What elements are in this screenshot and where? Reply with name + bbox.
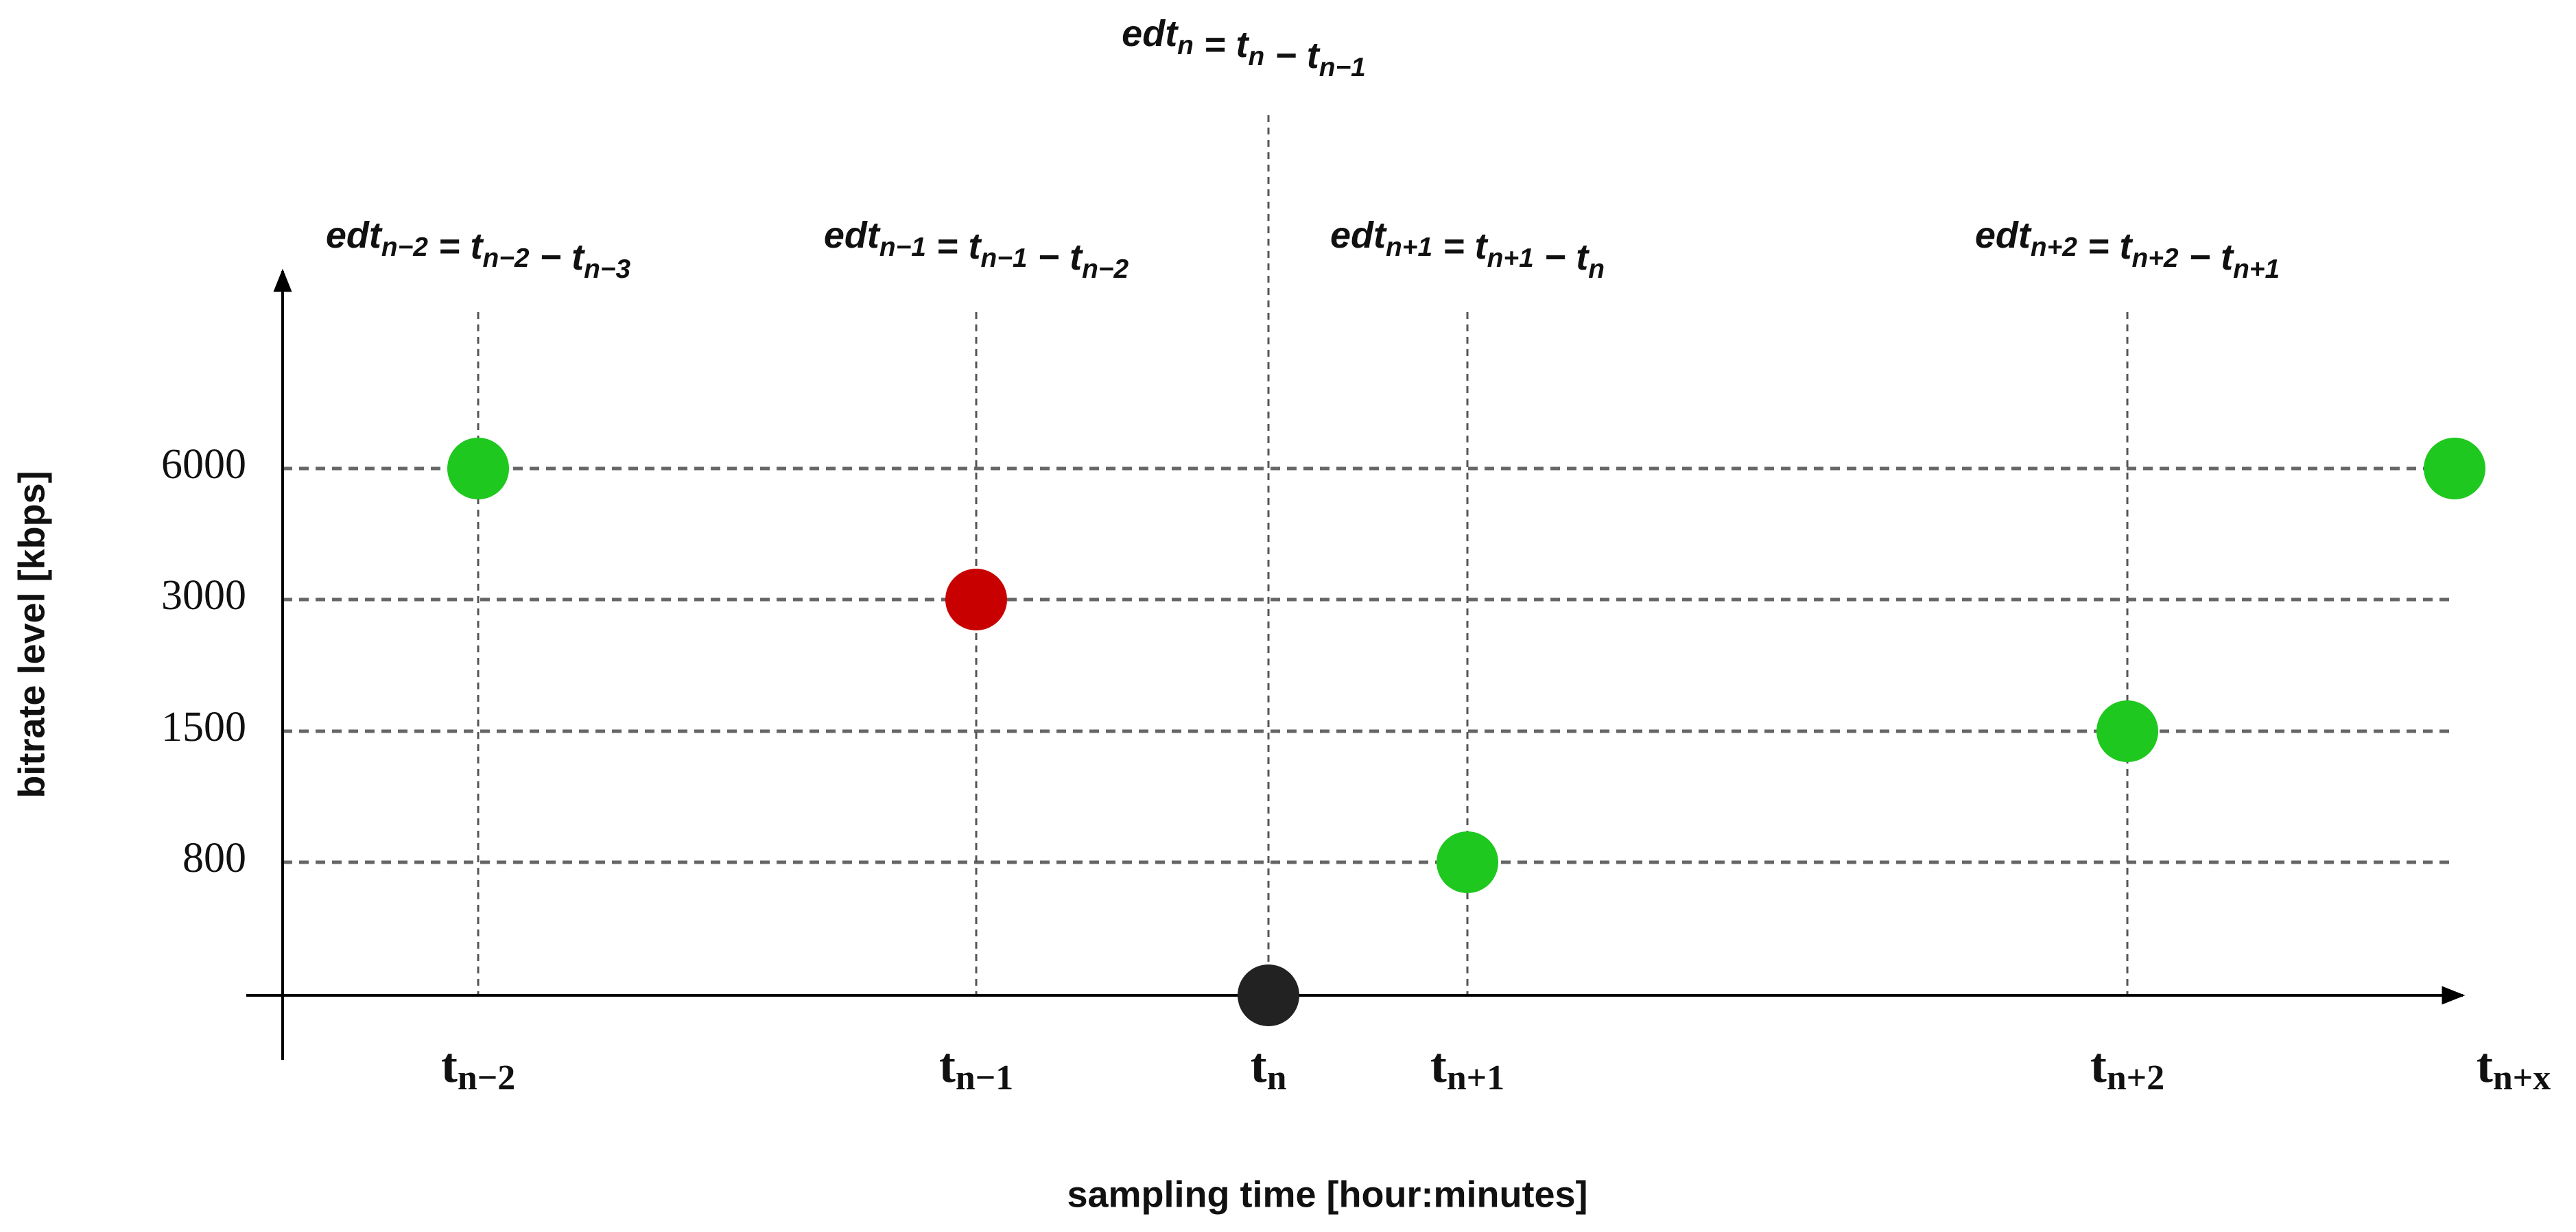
subscript: n−3 [584,254,630,284]
edt-formula: edtn+1 = tn+1 − tn [1330,215,1605,284]
time-label: tn+2 [2090,1038,2164,1098]
text-part: edt [326,215,383,256]
text-part: − t [2179,237,2235,278]
bitrate-point [2424,438,2485,499]
subscript: n+2 [2107,1058,2164,1098]
bitrate-point [1437,831,1498,893]
bitrate-point [2096,700,2158,762]
y-axis-label: bitrate level [kbps] [11,471,52,798]
text-part: − t [1028,237,1084,278]
text-part: = t [1194,24,1250,65]
subscript: n [1267,1058,1287,1098]
time-label: tn+x [2477,1038,2551,1098]
subscript: n+2 [2031,233,2077,262]
subscript: n+1 [1447,1058,1504,1098]
subscript: n−1 [956,1058,1013,1098]
text-part: = t [2077,226,2134,267]
text-part: edt [1330,215,1387,256]
y-tick-label: 3000 [161,572,246,619]
text-part: − t [1264,35,1321,76]
bitrate-point [1238,964,1299,1026]
text-part: − t [530,237,586,278]
text-part: t [441,1038,458,1093]
subscript: n−2 [1082,254,1129,284]
time-label: tn+1 [1430,1038,1504,1098]
bitrate-point [447,438,509,499]
y-tick-label: 6000 [161,441,246,488]
subscript: n−2 [458,1058,515,1098]
time-label: tn [1251,1038,1287,1098]
y-tick-label: 1500 [161,704,246,750]
text-part: edt [824,215,881,256]
subscript: n+x [2493,1058,2551,1098]
text-part: t [939,1038,956,1093]
text-part: − t [1534,237,1590,278]
text-part: edt [1122,13,1179,54]
text-part: t [1430,1038,1447,1093]
subscript: n [1177,31,1194,60]
x-axis-label: sampling time [hour:minutes] [1067,1174,1587,1215]
bitrate-point [945,569,1007,630]
subscript: n−2 [381,233,428,262]
edt-formula: edtn−1 = tn−1 − tn−2 [824,215,1129,284]
time-label: tn−2 [441,1038,515,1098]
subscript: n+2 [2131,244,2178,273]
subscript: n−1 [879,233,926,262]
edt-formula: edtn+2 = tn+2 − tn+1 [1975,215,2280,284]
text-part: = t [428,226,484,267]
text-part: = t [926,226,982,267]
text-part: t [1251,1038,1267,1093]
subscript: n+1 [2233,254,2280,284]
edt-formula: edtn−2 = tn−2 − tn−3 [326,215,631,284]
edt-formula: edtn = tn − tn−1 [1122,13,1366,82]
text-part: = t [1432,226,1489,267]
subscript: n+1 [1386,233,1432,262]
text-part: t [2090,1038,2107,1093]
subscript: n−2 [482,244,529,273]
text-part: edt [1975,215,2032,256]
text-part: t [2477,1038,2493,1093]
subscript: n+1 [1487,244,1534,273]
subscript: n−1 [980,244,1027,273]
subscript: n [1248,42,1264,71]
y-tick-label: 800 [182,835,246,881]
time-label: tn−1 [939,1038,1013,1098]
subscript: n [1588,254,1605,284]
subscript: n−1 [1319,53,1366,82]
